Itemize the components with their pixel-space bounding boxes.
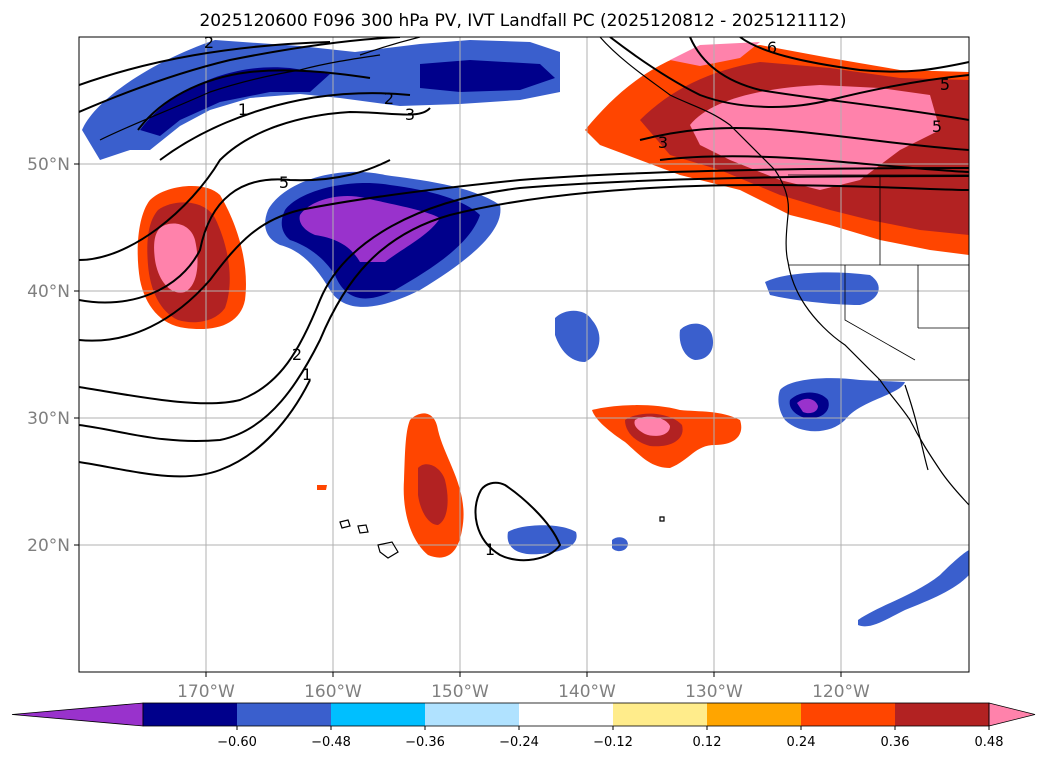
y-tick-label: 40°N bbox=[27, 282, 70, 302]
colorbar-tick-label: −0.24 bbox=[499, 735, 539, 750]
contour-2-north bbox=[79, 41, 331, 86]
contour-label: 3 bbox=[405, 105, 415, 124]
y-tick-label: 20°N bbox=[27, 536, 70, 556]
map-title: 2025120600 F096 300 hPa PV, IVT Landfall… bbox=[199, 11, 846, 31]
pv-negative-aleutian-band bbox=[82, 40, 560, 160]
colorbar: −0.60 −0.48 −0.36 −0.24 −0.12 0.12 0.24 0.36 0.4… bbox=[11, 702, 1036, 750]
colorbar-bin bbox=[895, 703, 989, 726]
contour-label: 2 bbox=[204, 33, 214, 52]
colorbar-bin bbox=[331, 703, 425, 726]
y-tick-label: 30°N bbox=[27, 409, 70, 429]
contour-north-2 bbox=[79, 37, 401, 113]
contour-5 bbox=[79, 167, 969, 342]
contour-1-closed bbox=[474, 481, 562, 562]
x-tick-label: 160°W bbox=[304, 682, 362, 702]
colorbar-bin bbox=[801, 703, 895, 726]
california-nevada-border bbox=[844, 265, 916, 361]
contour-label: 2 bbox=[384, 89, 394, 108]
contour-label: 3 bbox=[658, 133, 668, 152]
contour-label: 5 bbox=[940, 75, 950, 94]
colorbar-frame bbox=[142, 702, 990, 727]
political-borders bbox=[788, 174, 969, 381]
small-island bbox=[659, 516, 665, 522]
hawaii-island-1 bbox=[339, 519, 351, 529]
contour-1-south bbox=[79, 183, 969, 442]
colorbar-tick-label: −0.48 bbox=[311, 735, 351, 750]
pv-positive-west-lobe bbox=[137, 185, 246, 330]
colorbar-bin bbox=[519, 703, 613, 726]
colorbar-bin bbox=[237, 703, 331, 726]
graticule bbox=[79, 37, 969, 672]
contour-2 bbox=[159, 92, 411, 161]
contour-6 bbox=[609, 37, 969, 108]
contour-5-west bbox=[79, 159, 391, 304]
x-axis: 170°W 160°W 150°W 140°W 130°W 120°W bbox=[177, 672, 870, 702]
map-layers bbox=[79, 37, 969, 672]
hawaii-island-2 bbox=[357, 524, 369, 534]
colorbar-tick-label: −0.60 bbox=[217, 735, 257, 750]
colorbar-tick-label: 0.12 bbox=[693, 735, 722, 750]
map-frame bbox=[78, 36, 970, 673]
contour-label: 6 bbox=[767, 38, 777, 57]
pv-contours bbox=[79, 37, 969, 562]
contour-label: 5 bbox=[279, 173, 289, 192]
colorbar-extend-low bbox=[11, 702, 144, 727]
contour-3-east bbox=[639, 127, 969, 151]
colorbar-tick-label: 0.48 bbox=[975, 735, 1004, 750]
colorbar-bin bbox=[143, 703, 237, 726]
colorbar-bin bbox=[425, 703, 519, 726]
contour-3 bbox=[79, 107, 431, 261]
x-tick-label: 150°W bbox=[431, 682, 489, 702]
hawaii-island-3 bbox=[377, 541, 399, 559]
x-tick-label: 170°W bbox=[177, 682, 235, 702]
x-tick-label: 140°W bbox=[558, 682, 616, 702]
contour-6-east bbox=[739, 37, 969, 73]
contour-label: 2 bbox=[292, 345, 302, 364]
colorbar-bin bbox=[613, 703, 707, 726]
contour-label: 1 bbox=[238, 100, 248, 119]
colorbar-tick-label: −0.36 bbox=[405, 735, 445, 750]
x-tick-label: 130°W bbox=[685, 682, 743, 702]
contour-label: 1 bbox=[485, 540, 495, 559]
contour-1-north bbox=[137, 69, 371, 131]
y-axis: 20°N 30°N 40°N 50°N bbox=[27, 155, 79, 556]
contour-4-east bbox=[659, 155, 969, 173]
pv-positive-small-blobs bbox=[317, 405, 742, 558]
contour-label: 5 bbox=[932, 117, 942, 136]
contour-1-west bbox=[79, 379, 311, 478]
y-tick-label: 50°N bbox=[27, 155, 70, 175]
contour-5-east bbox=[689, 37, 969, 121]
north-america-coast bbox=[599, 37, 969, 506]
baja-peninsula bbox=[904, 384, 929, 471]
colorbar-tick-label: −0.12 bbox=[593, 735, 633, 750]
colorbar-bin bbox=[707, 703, 801, 726]
contour-label: 1 bbox=[302, 365, 312, 384]
x-tick-label: 120°W bbox=[812, 682, 870, 702]
colorbar-tick-label: 0.36 bbox=[881, 735, 910, 750]
alaska-coast bbox=[359, 37, 421, 56]
contour-labels: 2 1 2 3 5 2 1 6 3 5 5 1 bbox=[204, 33, 950, 559]
contour-2-south bbox=[79, 175, 969, 405]
colorbar-extend-high bbox=[988, 702, 1036, 727]
colorbar-tick-label: 0.24 bbox=[787, 735, 816, 750]
